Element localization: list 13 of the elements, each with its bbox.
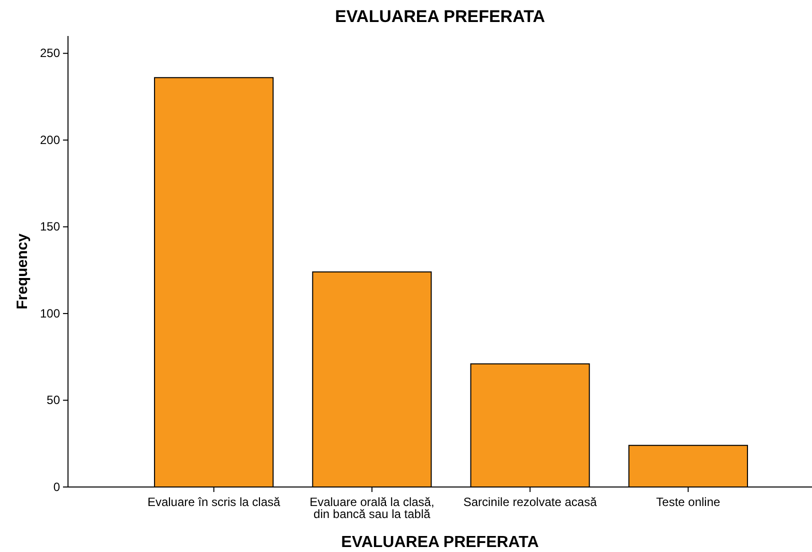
y-tick-label: 200 [40,132,60,147]
y-tick-label: 250 [40,46,60,60]
y-axis-title: Frequency [14,232,31,310]
x-tick-label: Teste online [656,495,721,509]
y-tick-label: 150 [40,220,60,234]
y-tick-label: 50 [46,393,60,408]
x-axis-title: EVALUAREA PREFERATA [341,534,540,551]
x-tick-label: Evaluare orală la clasă, din bancă sau la tablă [310,495,434,521]
x-tick-label: Sarcinile rezolvate acasă [463,495,598,509]
chart-title: EVALUAREA PREFERATA [335,7,545,26]
y-tick-label: 0 [53,480,60,494]
x-tick-label: Evaluare în scris la clasă [147,495,281,509]
y-tick-label: 100 [40,306,60,320]
